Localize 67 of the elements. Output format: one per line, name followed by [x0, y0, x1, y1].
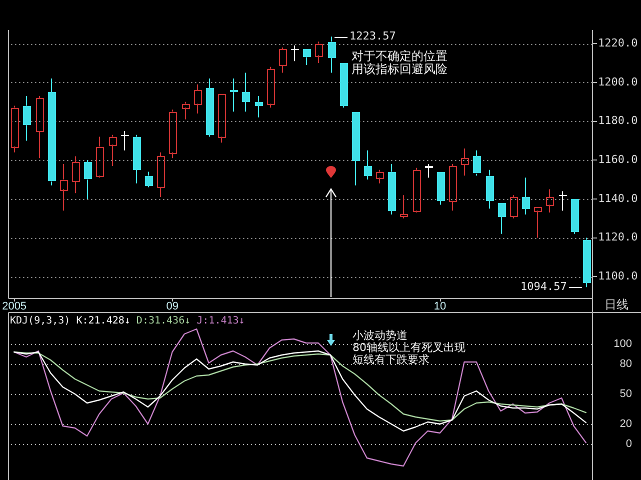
candlestick	[290, 45, 300, 62]
candlestick	[84, 160, 92, 200]
text: K:21.428↓	[76, 316, 130, 327]
candlestick	[109, 134, 117, 166]
y-tick-label: 1180.0	[598, 114, 638, 128]
candlestick	[255, 96, 263, 118]
y-tick-label: 80	[620, 358, 632, 370]
y-tick-label: 1100.0	[598, 269, 638, 282]
y-tick-label: 1140.0	[598, 192, 638, 205]
annotation: 小波动势道	[352, 328, 408, 342]
candlestick	[206, 78, 214, 138]
candlestick	[279, 46, 287, 74]
y-tick-label: 1120.0	[598, 230, 638, 244]
candlestick	[558, 190, 568, 212]
y-tick-label: 1220.0	[598, 36, 638, 50]
candlestick	[315, 41, 323, 64]
candlestick	[400, 194, 408, 219]
series-label: J:1.413↓	[196, 316, 245, 327]
y-tick-label: 20	[620, 418, 632, 430]
y-tick-label: 100	[614, 338, 632, 350]
x-tick-label: 09	[166, 300, 179, 313]
candlestick	[48, 78, 56, 186]
candlestick	[437, 172, 445, 206]
candlestick	[328, 36, 336, 74]
candlestick	[498, 203, 506, 234]
candlestick	[486, 169, 494, 210]
candlestick	[534, 207, 542, 238]
candlestick	[364, 150, 372, 180]
candlestick	[571, 199, 579, 234]
candlestick	[461, 148, 469, 176]
y-tick-label: 1200.0	[598, 75, 638, 88]
candlestick	[23, 96, 31, 142]
candlestick	[352, 112, 360, 186]
candlestick	[242, 72, 250, 112]
candlestick	[36, 96, 44, 159]
x-axis-title: 日线	[604, 298, 628, 312]
candlestick	[120, 130, 130, 151]
candlestick	[182, 101, 190, 120]
candlestick	[133, 134, 141, 184]
candlestick	[60, 164, 68, 212]
candlestick	[425, 164, 433, 178]
candlestick	[449, 164, 457, 212]
y-tick-label: 50	[620, 388, 632, 400]
candlestick	[546, 188, 554, 214]
candlestick	[230, 78, 238, 112]
candlestick	[96, 136, 104, 178]
candlestick	[194, 84, 202, 114]
annotation: 80轴线以上有死叉出现	[352, 340, 466, 354]
annotation: 1094.57	[520, 280, 567, 294]
x-tick-label: 2005	[2, 300, 27, 313]
candlestick	[157, 152, 165, 198]
candlestick	[522, 177, 530, 215]
y-tick-label: 1160.0	[598, 152, 638, 166]
candlestick	[11, 105, 19, 153]
annotation: 短线有下跌要求	[352, 352, 430, 366]
text: D:31.436↓	[136, 316, 191, 327]
candlestick	[72, 156, 80, 194]
annotation: 用该指标回避风险	[351, 62, 448, 76]
annotation: 对于不确定的位置	[351, 49, 448, 64]
y-tick-label: 0	[626, 438, 632, 450]
candlestick	[376, 169, 384, 184]
candlestick	[303, 49, 311, 66]
x-tick-label: 10	[434, 300, 446, 313]
candlestick	[388, 164, 396, 215]
annotation: 1223.57	[350, 30, 396, 43]
chart-title: KDJ(9,3,3)	[10, 316, 70, 327]
candlestick	[473, 150, 481, 176]
